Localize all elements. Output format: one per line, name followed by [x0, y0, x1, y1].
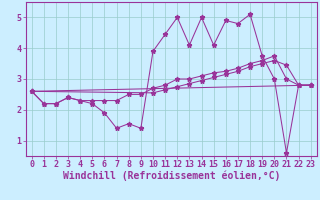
X-axis label: Windchill (Refroidissement éolien,°C): Windchill (Refroidissement éolien,°C) [62, 171, 280, 181]
